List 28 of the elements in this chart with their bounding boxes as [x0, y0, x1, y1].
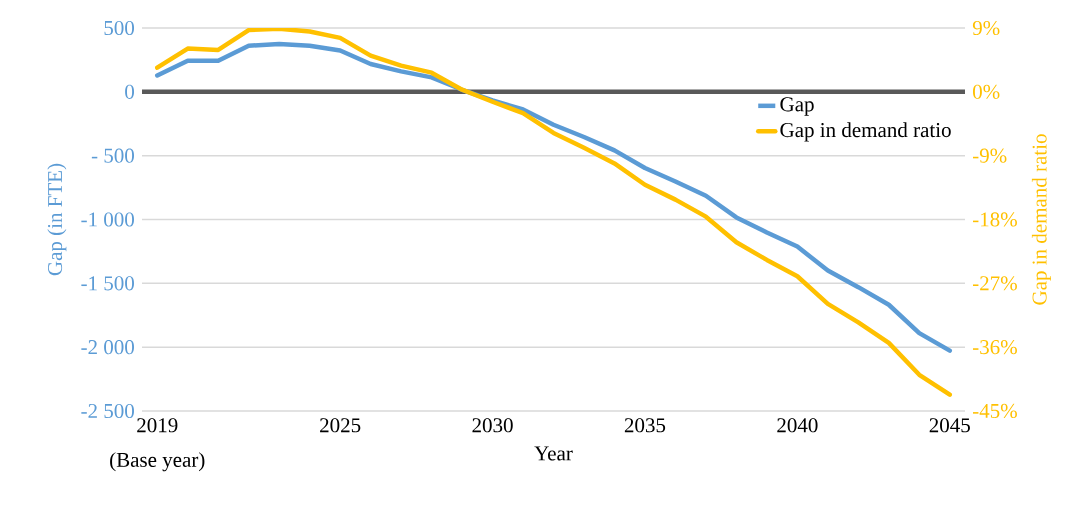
x-tick-label: 2040	[777, 418, 818, 433]
x-tick-label: 2019	[137, 418, 178, 433]
y2-tick-label: 9%	[972, 20, 1000, 36]
text: (Base year)	[110, 452, 205, 472]
x-tick-label: 2035	[624, 418, 666, 433]
y2-tick-label: -27%	[972, 276, 1017, 291]
y-tick-label: -2 000	[81, 340, 134, 355]
line-series	[155, 41, 953, 353]
y2-tick-label: -18%	[972, 212, 1017, 227]
y-tick-label: -1 000	[81, 212, 134, 227]
x-tick-label: 2030	[472, 418, 513, 433]
y-tick-label: - 500	[91, 148, 134, 163]
y-tick-label: 0	[125, 84, 135, 99]
x-axis-title: Year	[534, 446, 573, 461]
legend-label: Gap in demand ratio	[780, 122, 951, 142]
y2-axis-title: Gap in demand ratio	[1031, 134, 1051, 305]
y2-tick-label: -36%	[972, 340, 1017, 355]
legend-label: Gap	[780, 97, 814, 116]
y2-tick-label: -9%	[972, 148, 1007, 163]
y-tick-label: 500	[104, 20, 135, 36]
line-series	[155, 27, 953, 397]
y2-tick-label: -45%	[972, 403, 1017, 419]
y-axis-title: Gap (in FTE)	[47, 163, 67, 276]
y-tick-label: -1 500	[81, 276, 134, 291]
y-tick-label: -2 500	[81, 403, 134, 419]
y2-tick-label: 0%	[973, 84, 1000, 99]
x-tick-label: 2045	[929, 418, 970, 433]
x-tick-label: 2025	[320, 418, 361, 433]
